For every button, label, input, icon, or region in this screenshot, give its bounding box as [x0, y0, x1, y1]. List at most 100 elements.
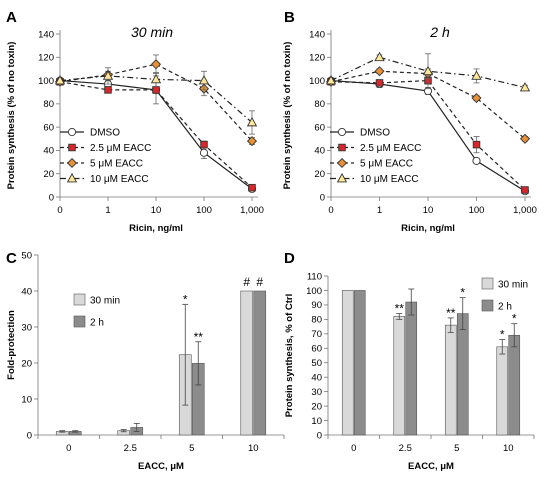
series-0: *# [55, 275, 254, 436]
significance-marker: ** [446, 306, 456, 320]
y-tick-label: 140 [38, 29, 54, 40]
panel-b: 0 20 40 60 80 100 120 140 0 1 10 100 1,000 2 h Ricin, … [282, 24, 537, 234]
x-tick-label: 5 [189, 443, 194, 454]
y-axis-label: Protein synthesis (% of no toxin) [6, 42, 17, 190]
bar [405, 301, 418, 436]
panel-label-a: A [6, 9, 17, 26]
bar [353, 290, 366, 436]
y-tick-label: 50 [21, 250, 32, 261]
y-tick-label: 0 [27, 430, 32, 441]
x-tick-label: 1 [377, 205, 382, 216]
data-point [374, 66, 385, 77]
data-point [375, 79, 384, 87]
legend-swatch [481, 277, 494, 290]
legend-label: 10 μM EACC [360, 174, 419, 185]
panel-label-c: C [6, 250, 17, 267]
x-tick-label: 10 [151, 205, 162, 216]
data-point [374, 51, 385, 62]
legend-label: 30 min [90, 296, 120, 307]
x-tick-label: 1 [105, 205, 110, 216]
y-tick-label: 30 [21, 322, 32, 333]
y-tick-label: 120 [309, 53, 325, 64]
legend-marker [337, 127, 347, 137]
x-tick-label: 1,000 [513, 205, 537, 216]
data-point [152, 86, 160, 94]
legend-marker [338, 143, 346, 152]
significance-marker: * [460, 286, 465, 300]
y-tick-label: 0 [317, 430, 322, 441]
y-tick-label: 40 [311, 372, 322, 383]
x-tick-label: 5 [454, 443, 459, 454]
significance-marker: * [512, 312, 517, 326]
data-point [472, 140, 481, 149]
y-tick-label: 20 [311, 401, 322, 412]
data-point [150, 59, 162, 70]
series-1: ** [353, 286, 521, 436]
y-tick-label: 60 [311, 344, 322, 355]
bar [253, 290, 267, 436]
legend-marker [66, 172, 78, 183]
significance-marker: ** [395, 302, 405, 316]
series-3 [54, 67, 258, 135]
data-point [198, 75, 210, 85]
data-point [246, 116, 258, 127]
legend: 30 min 2 h [73, 293, 120, 329]
x-tick-label: 10 [503, 443, 514, 454]
y-tick-label: 100 [38, 76, 54, 87]
x-tick-label: 1,000 [240, 205, 264, 216]
bar [341, 290, 354, 436]
data-point [521, 186, 529, 194]
legend-label: 30 min [498, 280, 528, 291]
significance-marker: * [500, 328, 505, 342]
legend-label: 2 h [498, 302, 512, 313]
x-axis-label: EACC, μM [138, 461, 184, 472]
series-line [59, 63, 253, 142]
y-tick-label: 100 [309, 76, 325, 87]
legend: 30 min 2 h [481, 277, 528, 313]
x-tick-label: 10 [248, 443, 259, 454]
data-point [102, 70, 114, 80]
y-tick-label: 90 [311, 300, 322, 311]
significance-marker: # [243, 275, 250, 289]
legend-label: 2.5 μM EACC [360, 143, 421, 154]
data-point [472, 156, 481, 165]
y-tick-label: 30 [311, 387, 322, 398]
x-tick-label: 0 [328, 205, 333, 216]
series-line [330, 79, 526, 191]
x-axis-label: EACC, μM [408, 461, 454, 472]
y-tick-label: 40 [314, 146, 325, 157]
y-tick-label: 10 [311, 416, 322, 427]
legend-label: DMSO [90, 128, 120, 139]
x-tick-label: 0 [351, 443, 356, 454]
series-1: ** # [68, 275, 267, 436]
x-tick-label: 2.5 [399, 443, 412, 454]
y-axis-label: Protein synthesis (% of no toxin) [282, 42, 293, 190]
legend-swatch [73, 293, 86, 306]
data-point [54, 75, 66, 85]
data-point [199, 148, 209, 157]
x-tick-label: 0 [66, 443, 71, 454]
data-point [248, 183, 256, 192]
y-tick-label: 40 [43, 146, 54, 157]
significance-marker: * [183, 292, 188, 306]
x-axis-label: Ricin, ng/ml [401, 223, 455, 234]
legend-marker [66, 157, 78, 169]
bar [508, 334, 521, 436]
legend-marker [68, 143, 76, 152]
y-tick-label: 50 [311, 358, 322, 369]
series-3 [325, 51, 531, 92]
legend-label: 5 μM EACC [360, 159, 413, 170]
y-axis-label: Fold-protection [6, 310, 17, 380]
y-tick-label: 10 [21, 394, 32, 405]
y-tick-label: 40 [21, 286, 32, 297]
panel-label-d: D [284, 250, 295, 267]
chart-title: 30 min [131, 24, 173, 40]
x-tick-label: 100 [196, 205, 212, 216]
y-tick-label: 20 [21, 358, 32, 369]
x-tick-label: 100 [469, 205, 485, 216]
legend-label: 5 μM EACC [90, 159, 143, 170]
data-point [519, 133, 531, 144]
y-tick-label: 20 [314, 169, 325, 180]
data-point [471, 92, 482, 104]
